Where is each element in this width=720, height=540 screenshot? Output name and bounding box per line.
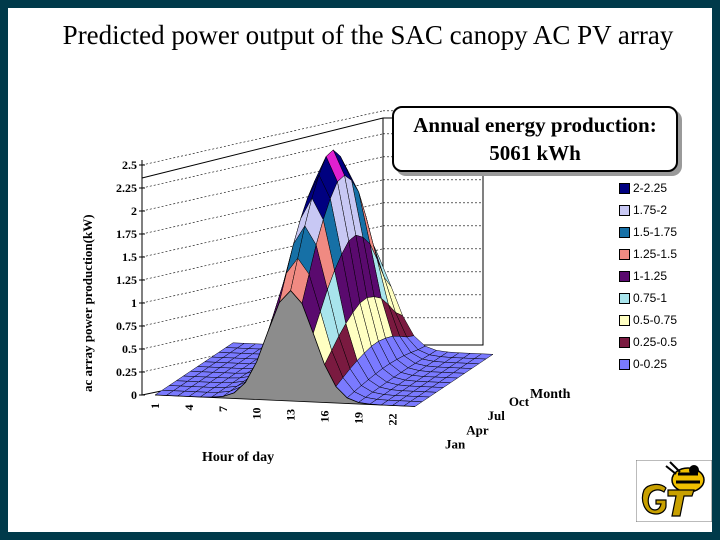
hour-tick-label: 4 (182, 405, 196, 411)
legend-swatch (619, 270, 630, 282)
slide-title: Predicted power output of the SAC canopy… (62, 20, 674, 50)
legend-item: 0.25-0.5 (619, 331, 711, 353)
z-tick-label: 2.25 (116, 181, 137, 195)
legend-item: 0.75-1 (619, 287, 711, 309)
legend-item: 2-2.25 (619, 177, 711, 199)
hour-tick-label: 13 (284, 409, 298, 421)
z-tick-label: 1.75 (116, 227, 137, 241)
legend-swatch (619, 358, 630, 370)
surface-mesh (154, 149, 494, 407)
annual-energy-callout: Annual energy production: 5061 kWh (392, 106, 678, 172)
annual-energy-label: Annual energy production: (413, 113, 657, 137)
legend-label: 2-2.25 (633, 181, 668, 195)
legend-item: 1.25-1.5 (619, 243, 711, 265)
legend-swatch (619, 292, 630, 304)
legend-label: 1.25-1.5 (633, 247, 678, 261)
legend-label: 0.25-0.5 (633, 335, 678, 349)
z-tick-label: 0.5 (122, 342, 137, 356)
hour-tick-label: 19 (351, 412, 365, 424)
legend-swatch (619, 226, 630, 238)
hour-tick-label: 10 (250, 408, 264, 420)
month-tick-label: Apr (466, 422, 489, 437)
hour-tick-label: 16 (318, 411, 332, 423)
legend-item: 1.5-1.75 (619, 221, 711, 243)
hour-axis-ticks: 1 4 7 10 13 16 19 22 (148, 403, 399, 426)
front-section (154, 290, 416, 407)
hour-tick-label: 1 (148, 403, 162, 409)
legend-swatch (619, 248, 630, 260)
legend-item: 0-0.25 (619, 353, 711, 375)
legend-swatch (619, 182, 630, 194)
legend-label: 1.5-1.75 (633, 225, 678, 239)
annual-energy-value: 5061 kWh (489, 141, 581, 165)
y-axis-label: Month (530, 387, 571, 402)
z-tick-label: 1 (131, 296, 137, 310)
month-tick-label: Jul (488, 408, 506, 423)
wall-gridline (141, 110, 384, 166)
wall-gridline (141, 133, 384, 189)
legend-label: 0-0.25 (633, 357, 668, 371)
legend-label: 0.75-1 (633, 291, 668, 305)
z-tick-label: 0.75 (116, 319, 137, 333)
z-tick-label: 1.25 (116, 273, 137, 287)
x-axis-label: Hour of day (202, 450, 274, 465)
z-tick-label: 1.5 (122, 250, 137, 264)
z-tick-label: 0 (131, 388, 137, 402)
legend-item: 1-1.25 (619, 265, 711, 287)
z-tick-label: 2.5 (122, 158, 137, 172)
legend-swatch (619, 314, 630, 326)
z-axis-ticks: 0 0.25 0.5 0.75 1 1.25 1.5 1.75 2 2.25 2.5 (116, 158, 145, 402)
hour-tick-label: 22 (385, 414, 399, 426)
chart-legend: 2-2.25 1.75-2 1.5-1.75 1.25-1.5 1-1.25 0.75-1… (619, 177, 711, 375)
z-tick-label: 2 (131, 204, 137, 218)
z-axis-label: ac array power production(kW) (80, 214, 95, 392)
month-tick-label: Oct (509, 394, 530, 409)
z-tick-label: 0.25 (116, 365, 137, 379)
hour-tick-label: 7 (216, 406, 230, 412)
legend-label: 1-1.25 (633, 269, 668, 283)
legend-swatch (619, 336, 630, 348)
month-tick-label: Jan (445, 437, 466, 452)
legend-label: 0.5-0.75 (633, 313, 678, 327)
legend-label: 1.75-2 (633, 203, 668, 217)
gt-logo (636, 460, 712, 522)
legend-swatch (619, 204, 630, 216)
legend-item: 0.5-0.75 (619, 309, 711, 331)
legend-item: 1.75-2 (619, 199, 711, 221)
